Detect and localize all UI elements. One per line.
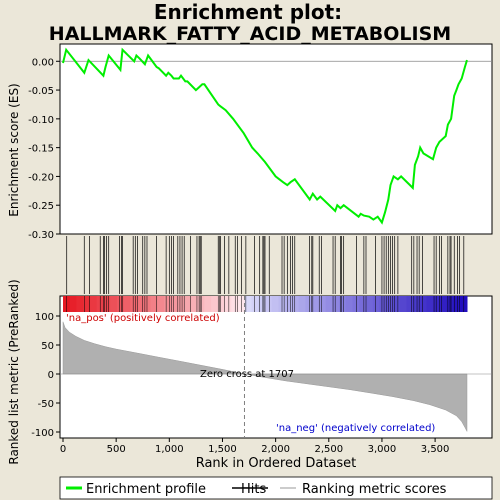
rank-color-segment (413, 296, 421, 312)
legend-profile-label: Enrichment profile (86, 482, 206, 497)
rank-color-segment (271, 296, 279, 312)
enrichment-profile-line (62, 47, 468, 225)
rank-color-segment (164, 296, 172, 312)
rank-color-segment (143, 296, 152, 312)
chart-subtitle: HALLMARK_FATTY_ACID_METABOLISM (49, 23, 451, 45)
rank-color-segment (399, 296, 407, 312)
legend-hits-label: Hits (241, 482, 266, 497)
rank-color-segment (366, 296, 374, 312)
rank-color-segment (258, 296, 266, 312)
ranking-metric-area (62, 321, 468, 432)
legend-metric-label: Ranking metric scores (302, 482, 447, 497)
rank-color-segment (177, 296, 185, 312)
es-ytick-label: -0.10 (28, 115, 54, 126)
rank-color-segment (265, 296, 273, 312)
rank-color-segment (446, 296, 455, 312)
axes: 0.00-0.05-0.10-0.15-0.20-0.25-0.30100500… (28, 57, 449, 455)
xtick-label: 3,500 (421, 444, 450, 455)
rank-color-segment (103, 296, 111, 312)
xlabel: Rank in Ordered Dataset (196, 456, 357, 471)
neg-label: 'na_neg' (negatively correlated) (276, 423, 435, 434)
rank-color-segment (251, 296, 259, 312)
rank-color-segment (211, 296, 219, 312)
metric-ytick-label: 50 (41, 341, 54, 352)
rank-color-segment (110, 296, 118, 312)
rank-color-segment (89, 296, 98, 312)
xtick-label: 1,000 (155, 444, 184, 455)
rank-color-segment (433, 296, 441, 312)
metric-ytick-label: -50 (38, 399, 54, 410)
metric-ytick-label: 0 (48, 370, 54, 381)
rank-color-segment (204, 296, 212, 312)
rank-color-segment (285, 296, 293, 312)
rank-color-segment (305, 296, 313, 312)
xtick-label: 0 (60, 444, 66, 455)
hits-strip (63, 236, 468, 312)
rank-color-segment (157, 296, 165, 312)
xtick-label: 1,500 (208, 444, 237, 455)
rank-color-segment (379, 296, 387, 312)
rank-color-segment (352, 296, 360, 312)
rank-color-segment (83, 296, 91, 312)
rank-color-segment (332, 296, 340, 312)
rank-color-segment (325, 296, 333, 312)
rank-color-segment (150, 296, 158, 312)
rank-color-segment (406, 296, 414, 312)
legend-box (59, 476, 493, 500)
rank-color-segment (312, 296, 320, 312)
xtick-label: 2,500 (314, 444, 343, 455)
es-ytick-label: -0.20 (28, 172, 54, 183)
es-panel (59, 43, 493, 235)
rank-color-segment (426, 296, 434, 312)
rank-color-segment (359, 296, 367, 312)
rank-color-segment (318, 296, 327, 312)
es-ylabel: Enrichment score (ES) (7, 83, 21, 216)
es-ytick-label: 0.00 (32, 57, 54, 68)
rank-color-segment (170, 296, 178, 312)
rank-color-segment (386, 296, 394, 312)
rank-color-segment (69, 296, 77, 312)
xtick-label: 500 (107, 444, 126, 455)
rank-color-segment (453, 296, 461, 312)
pos-label: 'na_pos' (positively correlated) (66, 313, 220, 324)
rank-color-segment (184, 296, 192, 312)
rank-color-segment (372, 296, 380, 312)
rank-color-segment (130, 296, 138, 312)
rank-color-segment (76, 296, 84, 312)
rank-color-segment (231, 296, 239, 312)
es-ytick-label: -0.15 (28, 144, 54, 155)
rank-color-segment (339, 296, 347, 312)
rank-color-segment (190, 296, 199, 312)
rank-color-segment (345, 296, 354, 312)
rank-color-segment (116, 296, 125, 312)
metric-ylabel: Ranked list metric (PreRanked) (7, 279, 21, 464)
es-plot-area (60, 47, 492, 225)
metric-plot-area (60, 296, 492, 438)
rank-color-segment (137, 296, 145, 312)
es-ytick-label: -0.25 (28, 201, 54, 212)
metric-ytick-label: -100 (31, 428, 54, 439)
metric-ytick-label: 100 (35, 312, 54, 323)
xtick-label: 2,000 (261, 444, 290, 455)
rank-color-segment (298, 296, 306, 312)
rank-color-segment (291, 296, 300, 312)
rank-color-segment (392, 296, 401, 312)
rank-color-segment (440, 296, 448, 312)
es-ytick-label: -0.30 (28, 230, 54, 241)
xtick-label: 3,000 (368, 444, 397, 455)
es-ytick-label: -0.05 (28, 86, 54, 97)
chart-title: Enrichment plot: (154, 0, 342, 24)
rank-color-segment (419, 296, 428, 312)
rank-color-segment (123, 296, 131, 312)
rank-color-segment (217, 296, 226, 312)
rank-color-segment (244, 296, 253, 312)
rank-color-segment (224, 296, 232, 312)
zero-cross-label: Zero cross at 1707 (200, 369, 294, 380)
